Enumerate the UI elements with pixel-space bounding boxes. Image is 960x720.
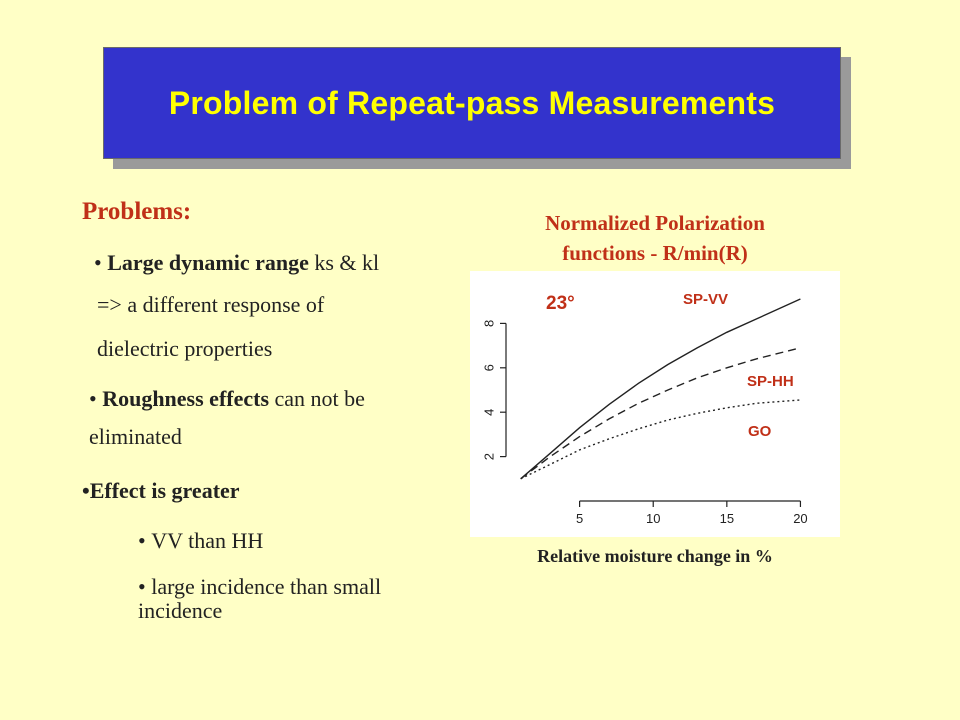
series-line-sp-vv	[520, 298, 801, 480]
y-tick-label: 4	[481, 409, 496, 416]
x-tick-label: 5	[576, 511, 583, 526]
series-line-sp-hh	[520, 347, 801, 480]
x-tick-label: 20	[793, 511, 807, 526]
bullet-3-text: Effect is greater	[89, 478, 240, 503]
bullet-3: •Effect is greater	[82, 478, 240, 504]
slide-title: Problem of Repeat-pass Measurements	[168, 84, 776, 121]
problems-heading: Problems:	[82, 198, 192, 225]
series-label-sp-hh: SP-HH	[747, 373, 794, 390]
title-banner: Problem of Repeat-pass Measurements	[103, 47, 841, 159]
sub-bullet-2-text: large incidence than small	[151, 574, 382, 599]
bullet-dot: •	[82, 478, 90, 503]
bullet-2-rest: can not be	[269, 386, 365, 411]
sub-bullet-1: • VV than HH	[138, 528, 263, 554]
chart-title-line-1: Normalized Polarization	[545, 211, 765, 235]
y-tick-label: 6	[481, 364, 496, 371]
moisture-chart: 2 4 6 8 5 10 15 20 SP-VV SP-HH GO 23°	[481, 291, 807, 526]
bullet-dot: •	[138, 574, 152, 599]
bullet-1-line-2: => a different response of	[97, 292, 325, 317]
bullet-2: • Roughness effects can not be	[89, 386, 365, 412]
series-label-sp-vv: SP-VV	[683, 291, 728, 308]
bullet-dot: •	[89, 386, 103, 411]
bullet-1: • Large dynamic range ks & kl	[94, 250, 379, 276]
x-axis-label: Relative moisture change in %	[537, 546, 773, 566]
sub-bullet-1-text: VV than HH	[151, 528, 264, 553]
sub-bullet-2-line-2: incidence	[138, 598, 223, 623]
series-label-go: GO	[748, 423, 772, 440]
angle-label: 23°	[546, 293, 575, 314]
bullet-2-line-2: eliminated	[89, 424, 182, 449]
plot-background	[470, 271, 840, 537]
y-tick-label: 2	[481, 453, 496, 460]
bullet-1-bold: Large dynamic range	[107, 250, 309, 275]
bullet-dot: •	[94, 250, 108, 275]
x-tick-label: 10	[646, 511, 660, 526]
x-tick-label: 15	[720, 511, 734, 526]
bullet-1-line-3: dielectric properties	[97, 336, 273, 361]
chart-title: Normalized Polarization functions - R/mi…	[470, 208, 840, 268]
sub-bullet-2: • large incidence than small	[138, 574, 381, 600]
bullet-1-rest: ks & kl	[308, 250, 380, 275]
y-tick-label: 8	[481, 320, 496, 327]
bullet-dot: •	[138, 528, 152, 553]
bullet-2-bold: Roughness effects	[102, 386, 270, 411]
chart-title-line-2: functions - R/min(R)	[562, 241, 748, 265]
